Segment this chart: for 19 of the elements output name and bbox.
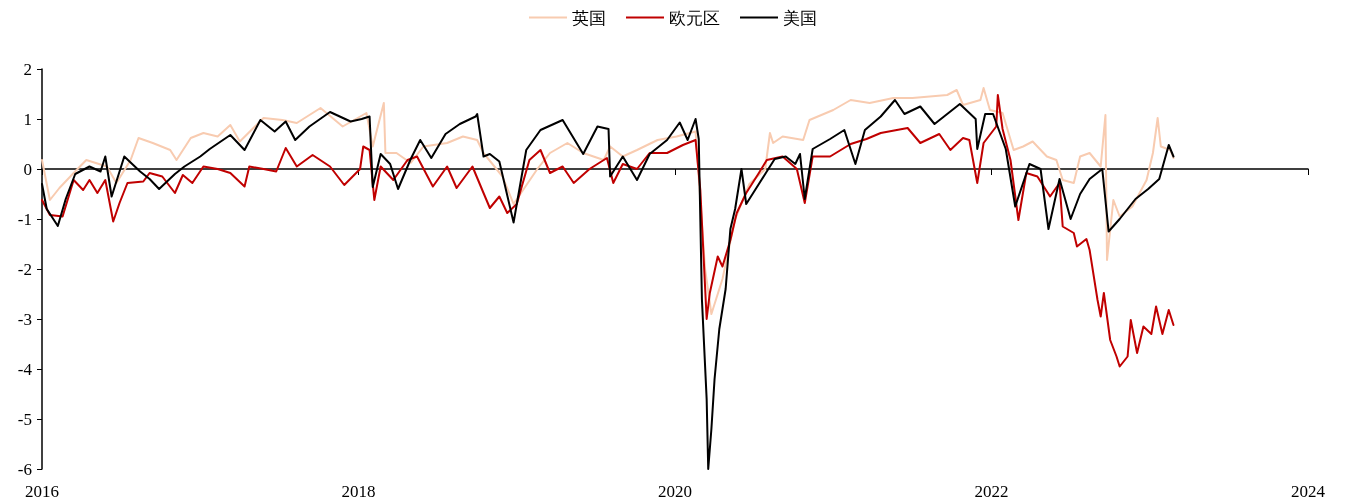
legend-label: 英国 bbox=[572, 7, 606, 28]
x-tick-label: 2016 bbox=[25, 482, 59, 501]
y-tick-label: -5 bbox=[17, 409, 32, 429]
line-series bbox=[41, 94, 1175, 368]
y-tick-label: 0 bbox=[23, 159, 32, 179]
legend-label: 欧元区 bbox=[669, 7, 720, 28]
y-tick-label: -1 bbox=[17, 209, 32, 229]
y-tick-label: -4 bbox=[17, 359, 33, 379]
y-tick-label: 2 bbox=[23, 59, 32, 79]
line-series bbox=[41, 87, 1175, 315]
y-tick-label: -2 bbox=[17, 259, 32, 279]
x-tick-label: 2020 bbox=[658, 482, 692, 501]
y-tick-label: -6 bbox=[17, 459, 32, 479]
x-tick-label: 2022 bbox=[974, 482, 1009, 501]
y-tick-label: -3 bbox=[17, 309, 32, 329]
legend-label: 美国 bbox=[783, 7, 817, 28]
x-tick-label: 2018 bbox=[341, 482, 376, 501]
x-tick-label: 2024 bbox=[1291, 482, 1326, 501]
y-tick-label: 1 bbox=[23, 109, 32, 129]
